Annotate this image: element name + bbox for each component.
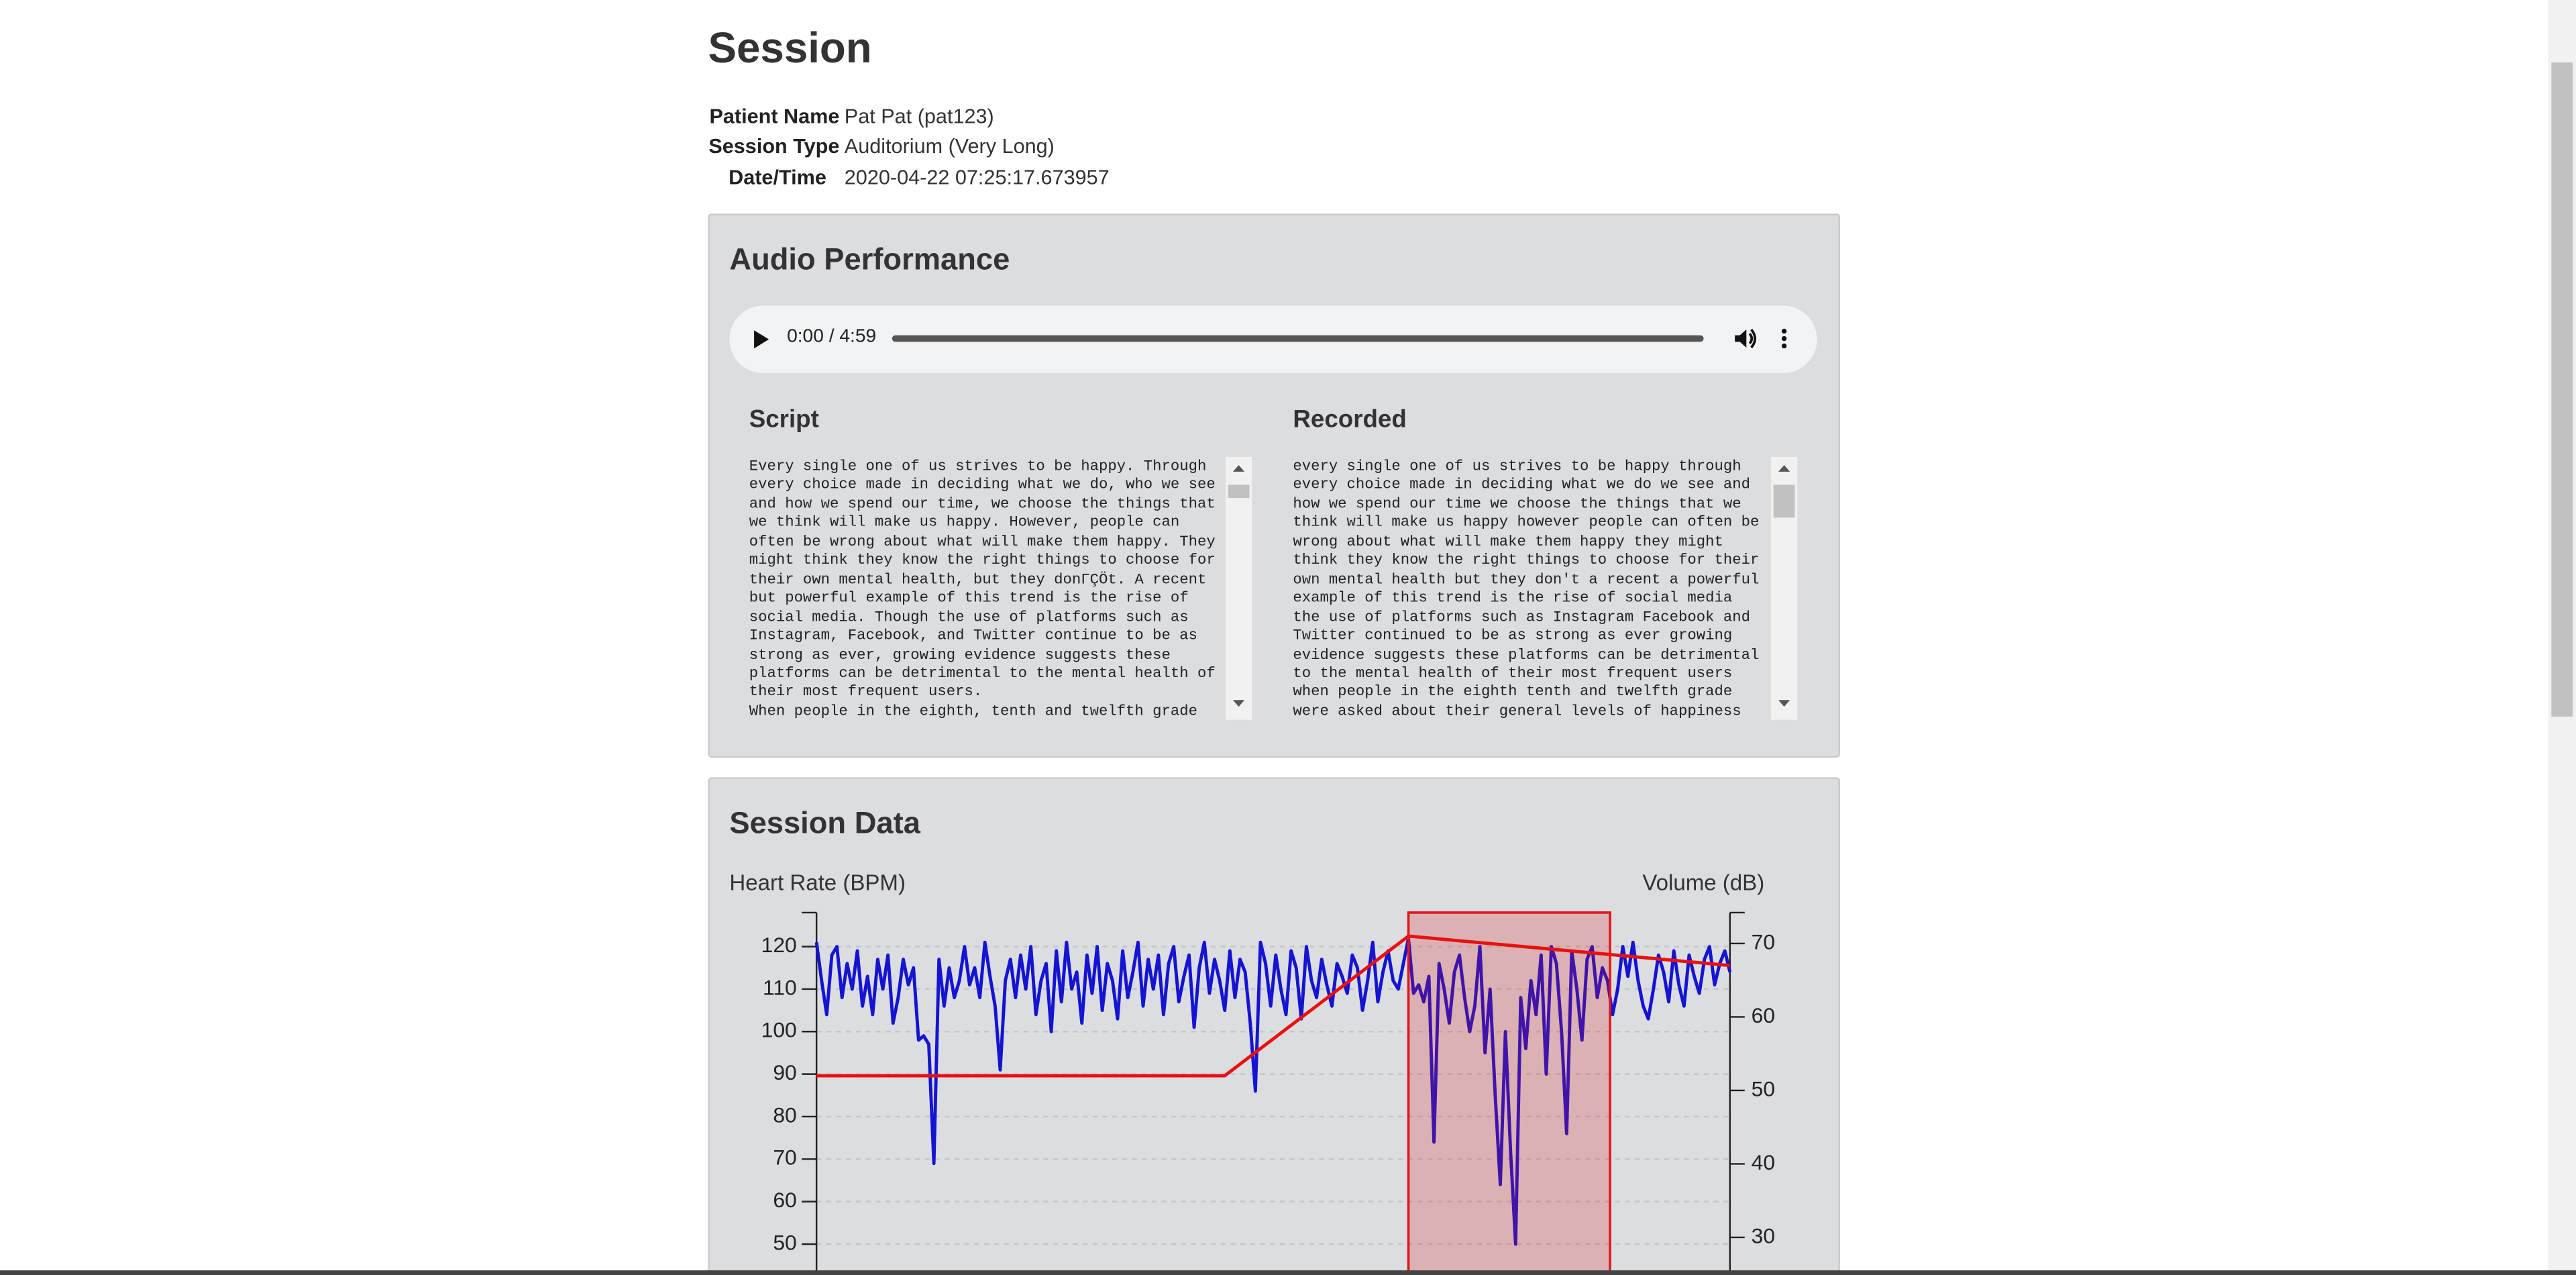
scrollbar[interactable] xyxy=(1771,456,1798,720)
y2-tick-label: 60 xyxy=(1752,1003,1775,1027)
series-line xyxy=(816,934,1731,1078)
y-tick-label: 80 xyxy=(773,1103,796,1127)
card-title: Session Data xyxy=(729,805,920,840)
info-value: Pat Pat (pat123) xyxy=(844,105,994,129)
info-label: Date/Time xyxy=(729,166,826,189)
y-tick-label: 90 xyxy=(773,1060,796,1084)
script-text[interactable]: Every single one of us strives to be hap… xyxy=(749,456,1216,720)
info-value: 2020-04-22 07:25:17.673957 xyxy=(844,166,1110,189)
script-title: Script xyxy=(749,405,819,434)
highlight-region xyxy=(1407,911,1611,1275)
y2-axis-label: Volume (dB) xyxy=(1642,870,1764,895)
card-title: Audio Performance xyxy=(729,242,1010,276)
info-label: Patient Name xyxy=(709,105,840,129)
scrollbar[interactable] xyxy=(1225,456,1252,720)
y-tick-label: 70 xyxy=(773,1145,796,1170)
page-scrollbar[interactable] xyxy=(2548,0,2576,1275)
recorded-text[interactable]: every single one of us strives to be hap… xyxy=(1293,456,1760,720)
y-tick-label: 110 xyxy=(763,975,797,999)
y-tick-label: 60 xyxy=(773,1188,796,1212)
audio-time: 0:00 / 4:59 xyxy=(787,327,877,347)
series-line xyxy=(814,936,1732,1246)
y-tick-label: 50 xyxy=(773,1230,796,1254)
y-tick-label: 120 xyxy=(761,933,797,957)
y2-tick-label: 70 xyxy=(1752,929,1775,954)
info-label: Session Type xyxy=(708,134,840,158)
recorded-title: Recorded xyxy=(1293,405,1407,434)
y2-tick-label: 50 xyxy=(1752,1076,1775,1101)
more-button[interactable] xyxy=(1779,327,1789,350)
progress-bar[interactable] xyxy=(892,335,1704,342)
window-edge xyxy=(0,1270,2576,1275)
y2-tick-label: 30 xyxy=(1752,1223,1775,1247)
page-title: Session xyxy=(708,23,872,72)
y2-tick-label: 40 xyxy=(1752,1150,1775,1174)
y-axis-label: Heart Rate (BPM) xyxy=(729,870,906,895)
scroll-thumb[interactable] xyxy=(2551,62,2573,717)
y-tick-label: 100 xyxy=(761,1018,797,1042)
play-button[interactable] xyxy=(751,329,770,350)
session-card: Session Data xyxy=(708,777,1840,1275)
volume-button[interactable] xyxy=(1733,327,1756,350)
audio-card: Audio Performance xyxy=(708,213,1840,758)
info-value: Auditorium (Very Long) xyxy=(844,134,1055,158)
